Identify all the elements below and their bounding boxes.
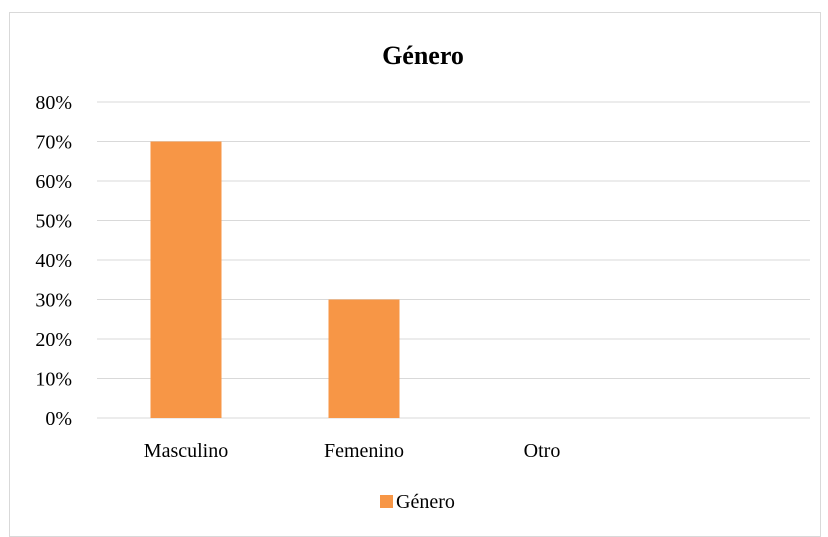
x-axis-category-labels: Masculino Femenino Otro — [144, 440, 561, 462]
y-tick-label: 60% — [35, 171, 72, 193]
x-category-label: Otro — [524, 440, 561, 462]
bar-femenino — [328, 299, 400, 418]
x-category-label: Masculino — [144, 440, 228, 462]
y-tick-label: 80% — [35, 92, 72, 114]
y-tick-label: 10% — [35, 369, 72, 391]
x-category-label: Femenino — [324, 440, 404, 462]
legend-label: Género — [396, 491, 455, 513]
y-tick-label: 30% — [35, 290, 72, 312]
bar-masculino — [150, 141, 222, 418]
y-tick-label: 40% — [35, 250, 72, 272]
y-axis-tick-labels: 0% 10% 20% 30% 40% 50% 60% 70% 80% — [35, 92, 72, 430]
legend-swatch — [380, 495, 393, 508]
legend: Género — [380, 491, 455, 513]
chart-frame — [9, 12, 821, 537]
chart-title: Género — [382, 41, 464, 70]
bars — [150, 141, 400, 418]
y-tick-label: 0% — [45, 408, 72, 430]
y-tick-label: 70% — [35, 132, 72, 154]
y-tick-label: 50% — [35, 211, 72, 233]
y-tick-label: 20% — [35, 329, 72, 351]
